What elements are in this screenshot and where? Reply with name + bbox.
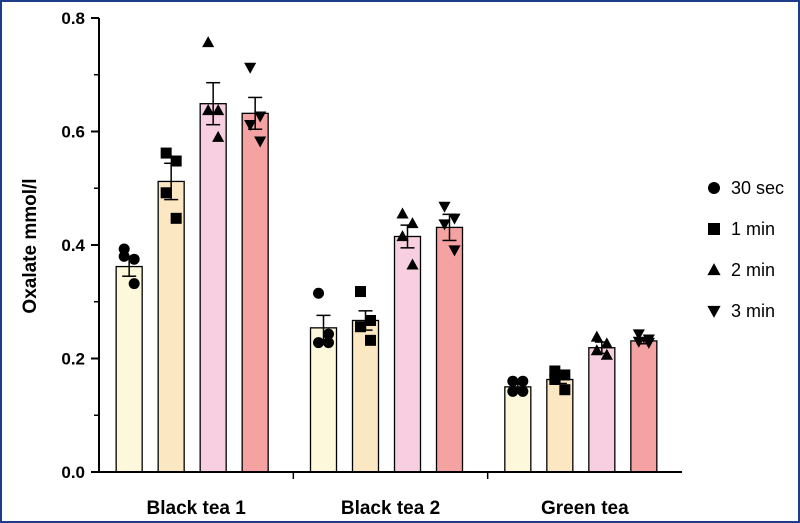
data-point [549,373,561,385]
data-point [355,321,366,333]
y-tick-label: 0.6 [61,123,85,142]
data-point [212,104,225,116]
data-point [254,136,267,148]
legend-label: 3 min [731,301,775,321]
data-point [632,336,645,348]
data-point [448,245,461,257]
data-point [559,369,571,381]
axes-layer: Black tea 1 Black tea 2 Green tea 0.0 0.2 0.4… [61,9,682,519]
data-point [406,217,419,229]
data-point [202,104,215,116]
bar [157,180,185,473]
bar [309,327,338,473]
legend-marker [707,305,721,318]
data-point [590,344,603,356]
data-point [517,385,529,397]
data-point [160,187,172,199]
data-point [438,201,451,213]
data-point [396,207,409,219]
data-point [355,286,366,298]
data-point [118,250,130,262]
data-point [438,219,451,231]
bar [241,112,269,473]
data-point [406,258,419,270]
bar [504,386,532,473]
data-point [448,213,461,225]
data-point [517,375,529,387]
bar [199,103,227,473]
legend-label: 30 sec [731,178,784,198]
data-point [128,278,140,290]
data-point [244,62,257,74]
data-point [170,155,182,167]
bar [393,235,422,473]
y-tick-label: 0.4 [61,236,85,255]
data-point [128,253,140,265]
data-point [559,384,571,396]
data-point [507,375,519,387]
data-point [212,130,225,142]
bar [435,226,464,473]
bar [588,347,616,473]
data-point [202,36,215,48]
data-point [313,287,324,299]
data-point [632,329,645,341]
data-point [160,147,172,159]
bar [115,265,143,473]
bars-layer [115,103,658,473]
legend-label: 2 min [731,260,775,280]
y-tick-label: 0.0 [61,463,85,482]
data-point [323,337,334,349]
legend-marker [708,182,720,194]
data-point [549,365,561,377]
points-layer [118,36,655,397]
data-point [313,337,324,349]
data-point [365,314,376,326]
legend-marker [708,223,720,235]
legend: 30 sec 1 min 2 min 3 min [707,178,784,321]
bar [630,340,658,473]
y-axis-title: Oxalate mmol/l [20,178,41,313]
y-tick-label: 0.2 [61,350,85,369]
data-point [642,337,655,349]
data-point [244,120,257,132]
x-tick-label: Black tea 2 [341,498,440,519]
legend-label: 1 min [731,219,775,239]
data-point [323,328,334,340]
data-point [254,111,267,123]
data-point [396,230,409,242]
data-point [507,385,519,397]
x-tick-label: Green tea [541,498,629,519]
data-point [600,348,613,360]
y-tick-label: 0.8 [61,9,85,28]
x-tick-label: Black tea 1 [147,498,247,519]
data-point [365,334,376,346]
data-point [600,337,613,349]
data-point [170,212,182,224]
legend-marker [707,263,721,276]
data-point [590,330,603,342]
